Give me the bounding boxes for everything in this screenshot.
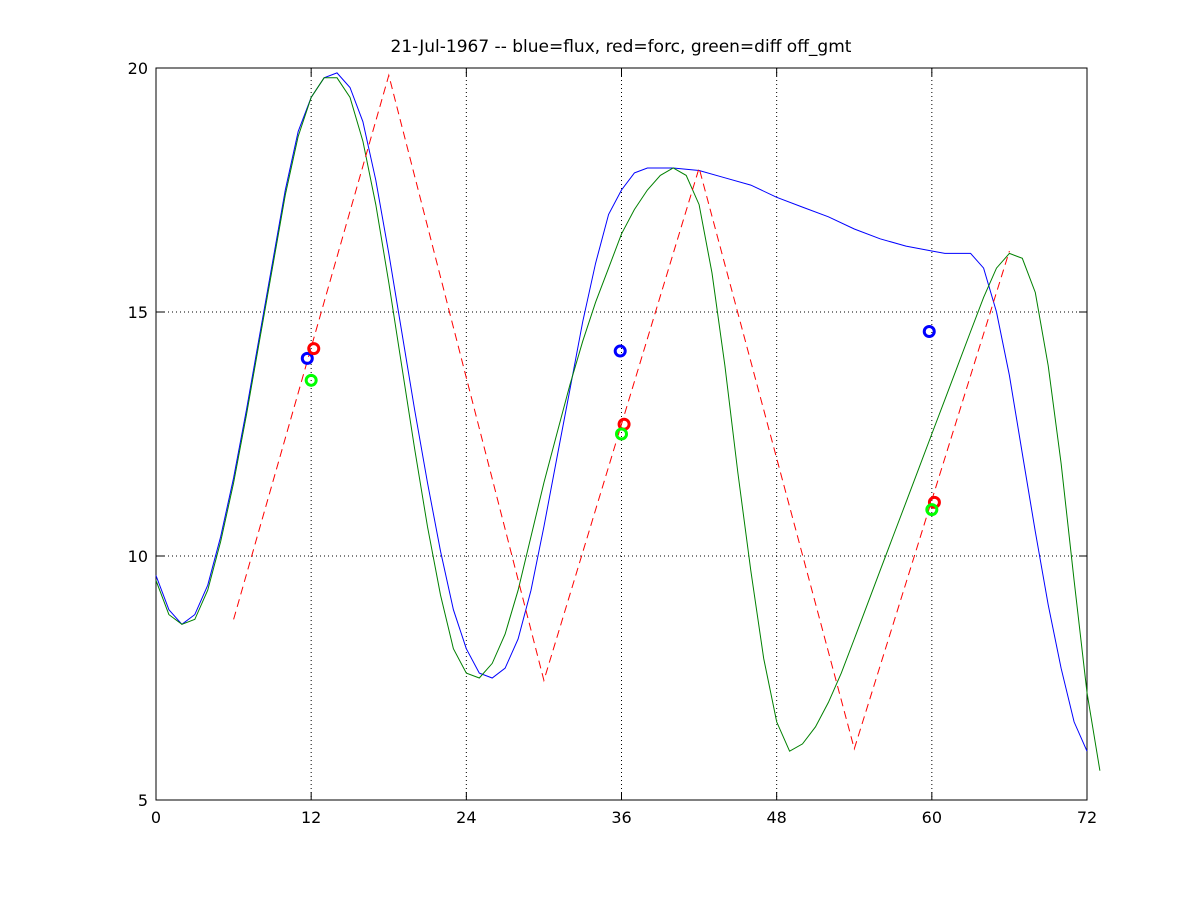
data-point-marker [925,503,939,517]
data-point-marker [615,427,628,441]
series-line-2 [233,73,1010,751]
series-lines [155,72,1101,771]
data-point-marker [927,495,941,509]
x-tick-label: 60 [922,808,942,827]
plot-area [155,67,1088,801]
y-tick-label: 20 [128,59,148,78]
data-point-marker [613,344,627,358]
data-point-marker [922,325,936,339]
axis-ticks: 0 12 24 36 48 60 72 5 10 15 20 [128,59,1098,827]
chart-title: 21-Jul-1967 -- blue=flux, red=forc, gree… [391,37,852,57]
series-line-1 [155,77,1101,771]
x-tick-label: 36 [611,808,631,827]
series-line-0 [155,72,1088,752]
x-tick-label: 12 [301,808,321,827]
x-tick-label: 48 [766,808,786,827]
y-tick-label: 15 [128,303,148,322]
data-markers [300,325,941,517]
x-tick-label: 24 [456,808,476,827]
data-point-marker [300,351,314,365]
y-tick-label: 10 [128,547,148,566]
x-tick-label: 0 [151,808,161,827]
x-tick-label: 72 [1077,808,1097,827]
data-point-marker [307,342,321,356]
data-point-marker [304,373,318,387]
y-tick-label: 5 [138,791,148,810]
